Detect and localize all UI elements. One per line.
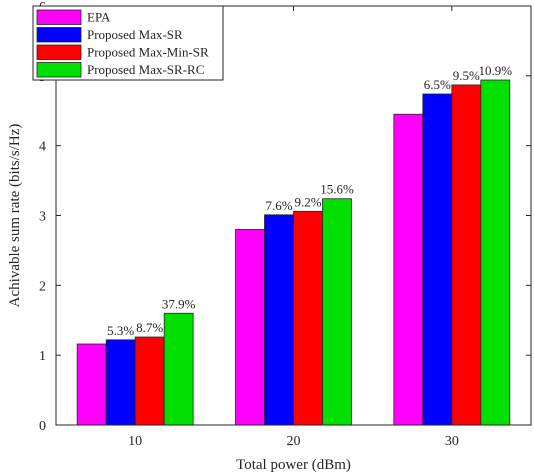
legend-label: Proposed Max-SR-RC (87, 62, 204, 77)
legend-label: EPA (87, 10, 111, 25)
bar-proposed-max-min-sr-20 (293, 210, 323, 426)
data-label: 10.9% (479, 63, 513, 78)
y-tick-label: 2 (39, 279, 46, 294)
x-tick-label: 30 (445, 434, 459, 449)
y-tick-label: 1 (39, 349, 46, 364)
legend-swatch (36, 27, 82, 43)
y-axis-label: Achivable sum rate (bits/s/Hz) (7, 124, 23, 308)
bar-proposed-max-min-sr-30 (451, 84, 482, 426)
data-label: 37.9% (162, 296, 196, 311)
x-tick-label: 20 (287, 434, 301, 449)
data-label: 9.5% (453, 68, 480, 83)
data-label: 6.5% (424, 77, 451, 92)
x-tick-label: 10 (128, 434, 142, 449)
bar-proposed-max-sr-rc-30 (480, 79, 511, 426)
bar-proposed-max-sr-rc-10 (163, 312, 194, 426)
data-label: 5.3% (107, 323, 134, 338)
bar-epa-20 (235, 229, 265, 426)
x-axis-label: Total power (dBm) (236, 457, 351, 473)
legend-swatch (36, 62, 82, 78)
data-label: 8.7% (136, 320, 163, 335)
bars-layer (76, 79, 511, 426)
legend-swatch (36, 9, 82, 25)
bar-proposed-max-sr-30 (422, 93, 453, 426)
y-tick-label: 3 (39, 210, 46, 225)
y-tick-label: 4 (39, 140, 46, 155)
y-tick-label: 0 (39, 419, 46, 434)
bar-proposed-max-sr-rc-20 (322, 198, 352, 426)
bar-proposed-max-sr-20 (264, 214, 294, 426)
legend-label: Proposed Max-Min-SR (87, 45, 209, 60)
bar-epa-30 (393, 113, 424, 426)
bar-proposed-max-sr-10 (105, 339, 136, 426)
legend: EPA Proposed Max-SR Proposed Max-Min-SR Pro… (32, 5, 224, 81)
data-labels-layer: 5.3% 8.7% 37.9% 7.6% 9.2%15.6% 6.5%9.5%10.9% (107, 63, 512, 338)
bar-epa-10 (76, 343, 107, 426)
data-label: 7.6% (265, 198, 292, 213)
data-label: 15.6% (320, 182, 354, 197)
legend-label: Proposed Max-SR (87, 27, 183, 42)
legend-swatch (36, 44, 82, 60)
data-label: 9.2% (294, 194, 321, 209)
bar-proposed-max-min-sr-10 (134, 336, 165, 426)
